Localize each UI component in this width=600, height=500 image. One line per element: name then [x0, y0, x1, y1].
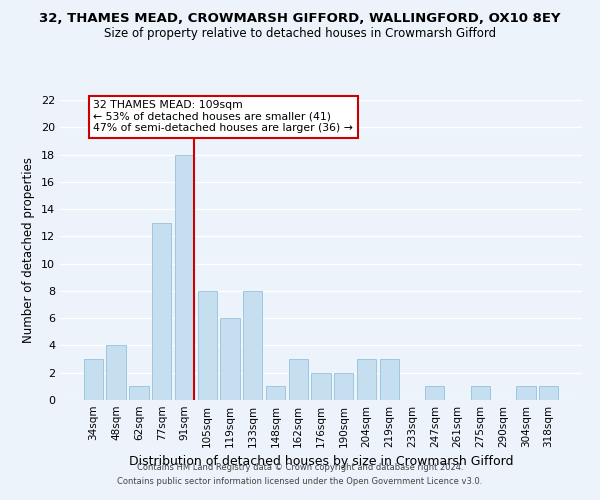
Bar	[516, 386, 536, 400]
Text: 32, THAMES MEAD, CROWMARSH GIFFORD, WALLINGFORD, OX10 8EY: 32, THAMES MEAD, CROWMARSH GIFFORD, WALL…	[39, 12, 561, 26]
Bar	[129, 386, 149, 400]
Bar	[175, 154, 194, 400]
Bar	[289, 359, 308, 400]
Bar	[539, 386, 558, 400]
Y-axis label: Number of detached properties: Number of detached properties	[22, 157, 35, 343]
Bar	[152, 222, 172, 400]
Bar	[266, 386, 285, 400]
Text: Contains public sector information licensed under the Open Government Licence v3: Contains public sector information licen…	[118, 477, 482, 486]
Text: Contains HM Land Registry data © Crown copyright and database right 2024.: Contains HM Land Registry data © Crown c…	[137, 464, 463, 472]
Text: Size of property relative to detached houses in Crowmarsh Gifford: Size of property relative to detached ho…	[104, 28, 496, 40]
Bar	[425, 386, 445, 400]
Bar	[243, 291, 262, 400]
Bar	[380, 359, 399, 400]
Bar	[84, 359, 103, 400]
Bar	[220, 318, 239, 400]
Bar	[334, 372, 353, 400]
Bar	[470, 386, 490, 400]
X-axis label: Distribution of detached houses by size in Crowmarsh Gifford: Distribution of detached houses by size …	[129, 456, 513, 468]
Bar	[311, 372, 331, 400]
Bar	[357, 359, 376, 400]
Text: 32 THAMES MEAD: 109sqm
← 53% of detached houses are smaller (41)
47% of semi-det: 32 THAMES MEAD: 109sqm ← 53% of detached…	[94, 100, 353, 133]
Bar	[106, 346, 126, 400]
Bar	[197, 291, 217, 400]
